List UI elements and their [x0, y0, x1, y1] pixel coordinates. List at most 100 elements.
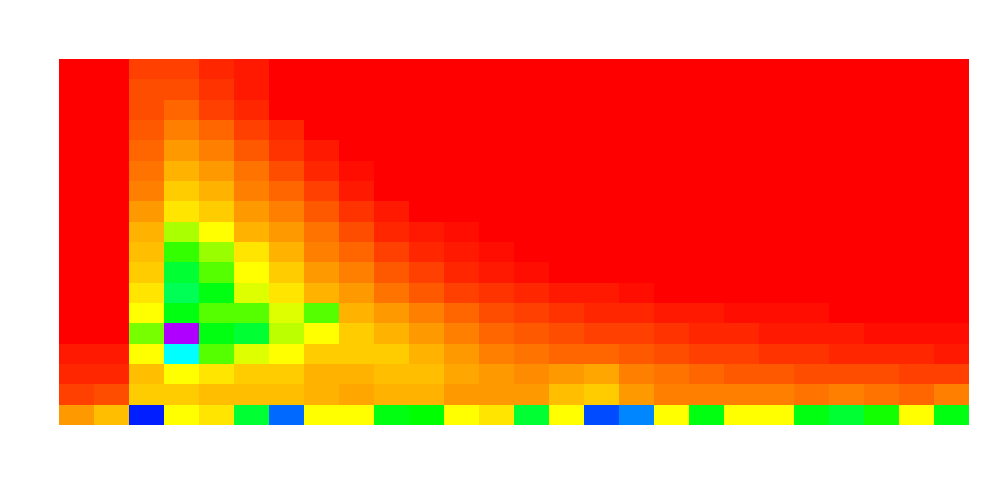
heat-cell: [514, 364, 550, 385]
heat-cell: [479, 323, 515, 344]
heat-cell: [304, 201, 340, 222]
heat-cell: [864, 323, 900, 344]
heat-cell: [794, 120, 830, 141]
heat-cell: [899, 79, 935, 100]
heat-cell: [409, 323, 445, 344]
heat-cell: [374, 100, 410, 121]
heat-cell: [934, 140, 969, 161]
heat-cell: [864, 303, 900, 324]
heat-cell: [759, 242, 795, 263]
heat-cell: [759, 384, 795, 405]
heat-cell: [164, 384, 200, 405]
heat-cell: [934, 120, 969, 141]
heat-cell: [164, 222, 200, 243]
heat-cell: [479, 161, 515, 182]
heat-cell: [304, 242, 340, 263]
heat-cell: [444, 405, 480, 425]
heat-cell: [199, 79, 235, 100]
heat-cell: [899, 364, 935, 385]
heat-cell: [654, 384, 690, 405]
heat-cell: [479, 222, 515, 243]
heat-cell: [654, 201, 690, 222]
heat-cell: [199, 344, 235, 365]
heat-cell: [689, 262, 725, 283]
heat-cell: [829, 405, 865, 425]
heat-cell: [339, 181, 375, 202]
heat-cell: [304, 364, 340, 385]
heat-cell: [724, 364, 760, 385]
heat-cell: [654, 100, 690, 121]
heat-cell: [514, 79, 550, 100]
heat-cell: [619, 181, 655, 202]
heat-cell: [164, 242, 200, 263]
heat-cell: [269, 222, 305, 243]
heat-cell: [479, 201, 515, 222]
heat-cell: [829, 222, 865, 243]
heat-cell: [899, 344, 935, 365]
heat-cell: [374, 222, 410, 243]
heat-cell: [409, 262, 445, 283]
heat-cell: [514, 120, 550, 141]
heat-cell: [549, 405, 585, 425]
heat-cell: [129, 283, 165, 304]
heat-cell: [129, 262, 165, 283]
heat-cell: [269, 140, 305, 161]
heat-cell: [864, 283, 900, 304]
heat-cell: [654, 120, 690, 141]
heat-cell: [864, 384, 900, 405]
heat-cell: [164, 405, 200, 425]
heat-cell: [94, 59, 130, 80]
heat-cell: [794, 59, 830, 80]
heat-cell: [164, 344, 200, 365]
heat-cell: [339, 405, 375, 425]
heat-cell: [129, 181, 165, 202]
heat-cell: [619, 79, 655, 100]
heat-cell: [549, 242, 585, 263]
heat-cell: [234, 323, 270, 344]
heat-cell: [759, 100, 795, 121]
heat-cell: [584, 242, 620, 263]
heat-cell: [689, 59, 725, 80]
heat-cell: [899, 242, 935, 263]
heat-cell: [199, 303, 235, 324]
heat-cell: [479, 405, 515, 425]
heat-cell: [829, 201, 865, 222]
heat-cell: [759, 262, 795, 283]
heat-cell: [129, 222, 165, 243]
heat-cell: [374, 344, 410, 365]
heat-cell: [829, 120, 865, 141]
heat-cell: [619, 222, 655, 243]
heat-cell: [409, 140, 445, 161]
heat-cell: [199, 384, 235, 405]
heat-cell: [514, 59, 550, 80]
heat-cell: [59, 283, 95, 304]
heat-cell: [864, 201, 900, 222]
heat-cell: [199, 161, 235, 182]
heat-cell: [374, 283, 410, 304]
heat-cell: [164, 79, 200, 100]
heat-cell: [479, 283, 515, 304]
heat-cell: [339, 222, 375, 243]
heat-cell: [269, 344, 305, 365]
heat-cell: [549, 181, 585, 202]
heat-cell: [374, 59, 410, 80]
chart: [0, 0, 1000, 500]
heat-cell: [584, 181, 620, 202]
heat-cell: [724, 59, 760, 80]
heat-cell: [934, 303, 969, 324]
heat-cell: [94, 405, 130, 425]
heat-cell: [339, 201, 375, 222]
heat-cell: [444, 120, 480, 141]
heat-cell: [269, 100, 305, 121]
heat-cell: [59, 201, 95, 222]
heat-cell: [199, 323, 235, 344]
heat-cell: [59, 262, 95, 283]
heat-cell: [864, 405, 900, 425]
heat-cell: [374, 242, 410, 263]
heat-cell: [409, 181, 445, 202]
heat-cell: [899, 201, 935, 222]
heat-cell: [59, 405, 95, 425]
heat-cell: [514, 100, 550, 121]
heat-cell: [794, 242, 830, 263]
heat-cell: [129, 242, 165, 263]
